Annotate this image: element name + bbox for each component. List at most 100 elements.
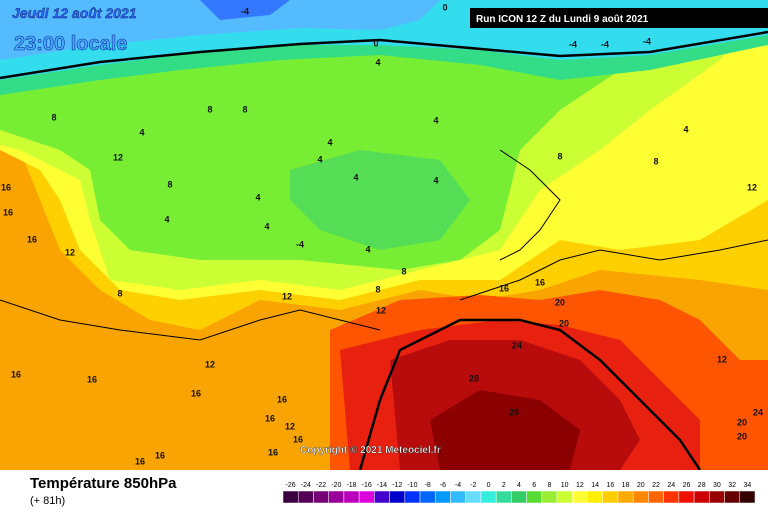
- scale-label: 0: [487, 482, 491, 489]
- scale-label: 30: [713, 482, 721, 489]
- contour-label: 4: [353, 172, 358, 182]
- scale-swatch: [328, 490, 345, 504]
- contour-label: 24: [512, 340, 522, 350]
- scale-label: -6: [440, 482, 446, 489]
- contour-label: -4: [643, 36, 651, 46]
- contour-label: 4: [264, 221, 269, 231]
- contour-label: 20: [737, 431, 747, 441]
- date-text: Jeudi 12 août 2021: [12, 5, 137, 21]
- contour-label: 16: [87, 374, 97, 384]
- contour-label: 16: [3, 207, 13, 217]
- scale-swatch: [602, 490, 619, 504]
- contour-label: 16: [268, 447, 278, 457]
- scale-swatch: [435, 490, 451, 504]
- scale-label: 16: [606, 482, 614, 489]
- time-text: 23:00 locale: [14, 33, 127, 55]
- scale-swatch: [404, 490, 421, 504]
- scale-swatch: [495, 490, 512, 504]
- contour-label: 12: [747, 182, 757, 192]
- contour-label: 16: [293, 434, 303, 444]
- scale-swatch: [541, 490, 558, 504]
- footer-title: Température 850hPa: [30, 475, 177, 492]
- contour-label: 8: [51, 112, 56, 122]
- scale-swatch: [450, 490, 466, 504]
- contour-label: 4: [327, 137, 332, 147]
- scale-label: 24: [667, 482, 675, 489]
- scale-label: 18: [622, 482, 630, 489]
- scale-swatch: [648, 490, 664, 504]
- scale-label: -4: [455, 482, 461, 489]
- contour-label: 0: [373, 38, 378, 48]
- scale-label: 8: [547, 482, 551, 489]
- scale-swatch: [358, 490, 375, 504]
- contour-label: 4: [375, 57, 380, 67]
- scale-label: 28: [698, 482, 706, 489]
- contour-label: 12: [376, 305, 386, 315]
- contour-label: 4: [433, 115, 438, 125]
- run-banner: [470, 8, 768, 28]
- scale-label: -20: [331, 482, 341, 489]
- scale-label: 10: [561, 482, 569, 489]
- contour-label: -4: [601, 39, 609, 49]
- scale-label: 26: [683, 482, 691, 489]
- contour-label: -4: [241, 6, 249, 16]
- contour-label: 8: [242, 104, 247, 114]
- scale-swatch: [587, 490, 603, 504]
- contour-label: -4: [569, 39, 577, 49]
- contour-label: 4: [255, 192, 260, 202]
- contour-label: 24: [753, 407, 763, 417]
- scale-label: -2: [470, 482, 476, 489]
- contour-label: 4: [139, 127, 144, 137]
- scale-swatch: [572, 490, 588, 504]
- scale-swatch: [724, 490, 741, 504]
- scale-label: 22: [652, 482, 660, 489]
- contour-label: 16: [27, 234, 37, 244]
- contour-label: 16: [155, 450, 165, 460]
- contour-label: 4: [433, 175, 438, 185]
- scale-swatch: [693, 490, 710, 504]
- scale-swatch: [511, 490, 527, 504]
- contour-label: 16: [11, 369, 21, 379]
- scale-label: 34: [743, 482, 751, 489]
- contour-label: 8: [375, 284, 380, 294]
- contour-label: 16: [277, 394, 287, 404]
- contour-label: 8: [401, 266, 406, 276]
- scale-label: -18: [346, 482, 356, 489]
- contour-label: 8: [117, 288, 122, 298]
- contour-label: 4: [317, 154, 322, 164]
- scale-swatch: [556, 490, 573, 504]
- contour-label: 16: [191, 388, 201, 398]
- contour-label: 8: [167, 179, 172, 189]
- scale-label: -14: [377, 482, 387, 489]
- scale-swatch: [526, 490, 543, 504]
- scale-label: -24: [301, 482, 311, 489]
- contour-label: 8: [557, 151, 562, 161]
- contour-label: 12: [717, 354, 727, 364]
- contour-label: 20: [737, 417, 747, 427]
- contour-label: 12: [285, 421, 295, 431]
- color-scale: -26 -24 -22 -20 -18 -16 -14 -12 -10 -8 -6 -4 -2 0 2 4 6 8…: [282, 482, 756, 504]
- run-text: Run ICON 12 Z du Lundi 9 août 2021: [476, 14, 649, 25]
- footer-lead: (+ 81h): [30, 495, 65, 507]
- contour-label: 16: [265, 413, 275, 423]
- contour-label: 12: [205, 359, 215, 369]
- contour-label: 16: [135, 456, 145, 466]
- contour-label: 4: [365, 244, 370, 254]
- scale-label: 14: [591, 482, 599, 489]
- contour-label: 20: [559, 318, 569, 328]
- scale-swatch: [739, 490, 756, 504]
- scale-label: 20: [637, 482, 645, 489]
- scale-label: 4: [517, 482, 521, 489]
- scale-label: 6: [532, 482, 536, 489]
- contour-label: 12: [65, 247, 75, 257]
- scale-label: 12: [576, 482, 584, 489]
- scale-swatch: [313, 490, 329, 504]
- contour-label: 0: [442, 2, 447, 12]
- scale-swatch: [617, 490, 634, 504]
- scale-label: -16: [362, 482, 372, 489]
- scale-swatch: [374, 490, 390, 504]
- contour-label: 4: [164, 214, 169, 224]
